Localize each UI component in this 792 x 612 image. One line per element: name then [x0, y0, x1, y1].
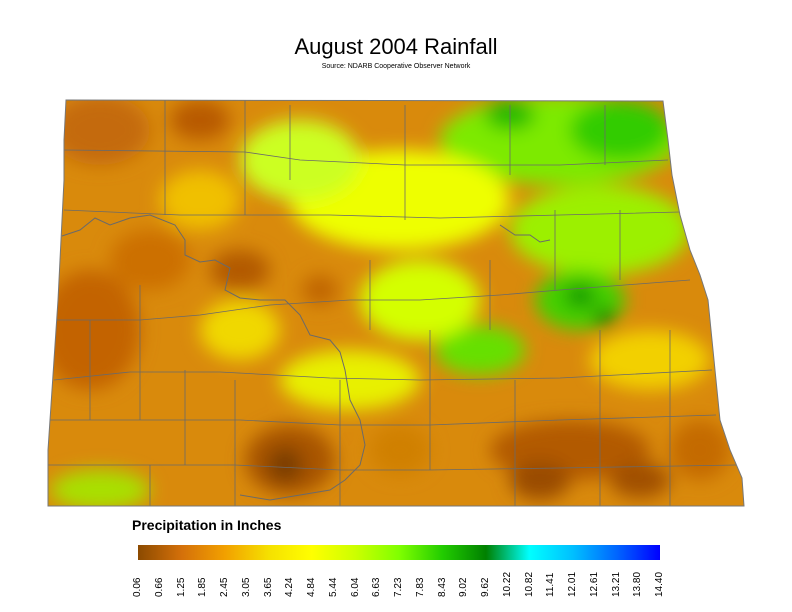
legend-tick-label: 13.80	[632, 563, 644, 601]
legend-tick-label: 13.21	[610, 563, 622, 601]
legend-tick-label: 6.63	[371, 563, 383, 601]
legend-tick-label: 3.65	[262, 563, 274, 601]
legend-tick-label: 1.85	[197, 563, 209, 601]
legend-tick-label: 0.66	[153, 563, 165, 601]
legend-tick-text: 3.65	[262, 577, 274, 597]
legend-tick-label: 7.23	[393, 563, 404, 601]
legend-tick-text: 0.06	[132, 577, 143, 597]
legend-tick-label: 9.62	[480, 563, 491, 601]
legend-tick-label: 1.25	[175, 563, 187, 601]
rivers	[61, 214, 551, 501]
legend-tick-label: 9.02	[458, 563, 470, 601]
legend-title: Precipitation in Inches	[132, 517, 282, 533]
rainfall-surface	[48, 100, 744, 506]
map-subtitle: Source: NDARB Cooperative Observer Netwo…	[321, 63, 471, 70]
legend-tick-text: 10.82	[523, 571, 535, 597]
legend-tick-text: 12.01	[567, 571, 578, 597]
legend-tick-label: 10.22	[501, 563, 513, 601]
legend-tick-labels: 0.06 0.66 1.25 1.85 2.45 3.05 3.65 4.24 4.84 5.44…	[132, 563, 665, 603]
legend-tick-label: 5.44	[327, 563, 339, 601]
legend-tick-text: 6.04	[349, 577, 361, 597]
legend-tick-label: 4.24	[284, 563, 296, 601]
legend-tick-text: 5.44	[327, 577, 339, 597]
legend-tick-label: 12.01	[567, 563, 578, 601]
legend-color-bar	[138, 545, 660, 560]
county-boundaries	[48, 100, 737, 506]
legend-tick-text: 0.66	[153, 577, 165, 597]
legend-tick-text: 1.25	[175, 577, 187, 597]
map-title: August 2004 Rainfall	[294, 34, 498, 59]
legend-tick-label: 4.84	[306, 563, 317, 601]
legend-tick-text: 11.41	[545, 572, 557, 597]
legend-tick-label: 6.04	[349, 563, 361, 601]
legend-tick-text: 13.80	[632, 571, 644, 597]
legend-tick-text: 9.02	[458, 577, 470, 597]
legend-tick-label: 8.43	[436, 563, 448, 601]
legend-tick-text: 10.22	[501, 571, 513, 597]
legend-tick-text: 4.24	[284, 577, 296, 597]
legend-tick-text: 1.85	[197, 577, 209, 597]
legend-tick-text: 6.63	[371, 577, 383, 597]
legend-tick-text: 7.83	[414, 577, 426, 597]
legend-tick-label: 0.06	[132, 563, 143, 601]
legend-tick-text: 3.05	[240, 577, 252, 597]
legend-tick-text: 8.43	[436, 577, 448, 597]
legend-tick-label: 7.83	[414, 563, 426, 601]
legend-tick-label: 14.40	[654, 563, 665, 601]
legend-tick-label: 12.61	[588, 563, 600, 601]
legend-tick-label: 3.05	[240, 563, 252, 601]
legend-tick-label: 10.82	[523, 563, 535, 601]
legend-tick-label: 11.41	[545, 563, 557, 601]
legend-tick-text: 12.61	[588, 571, 600, 597]
legend-tick-text: 2.45	[219, 577, 230, 597]
legend-tick-text: 4.84	[306, 577, 317, 597]
legend-tick-label: 2.45	[219, 563, 230, 601]
legend-tick-text: 7.23	[393, 577, 404, 597]
legend-tick-text: 9.62	[480, 577, 491, 597]
legend-tick-text: 14.40	[654, 571, 665, 597]
legend-tick-text: 13.21	[610, 571, 622, 597]
